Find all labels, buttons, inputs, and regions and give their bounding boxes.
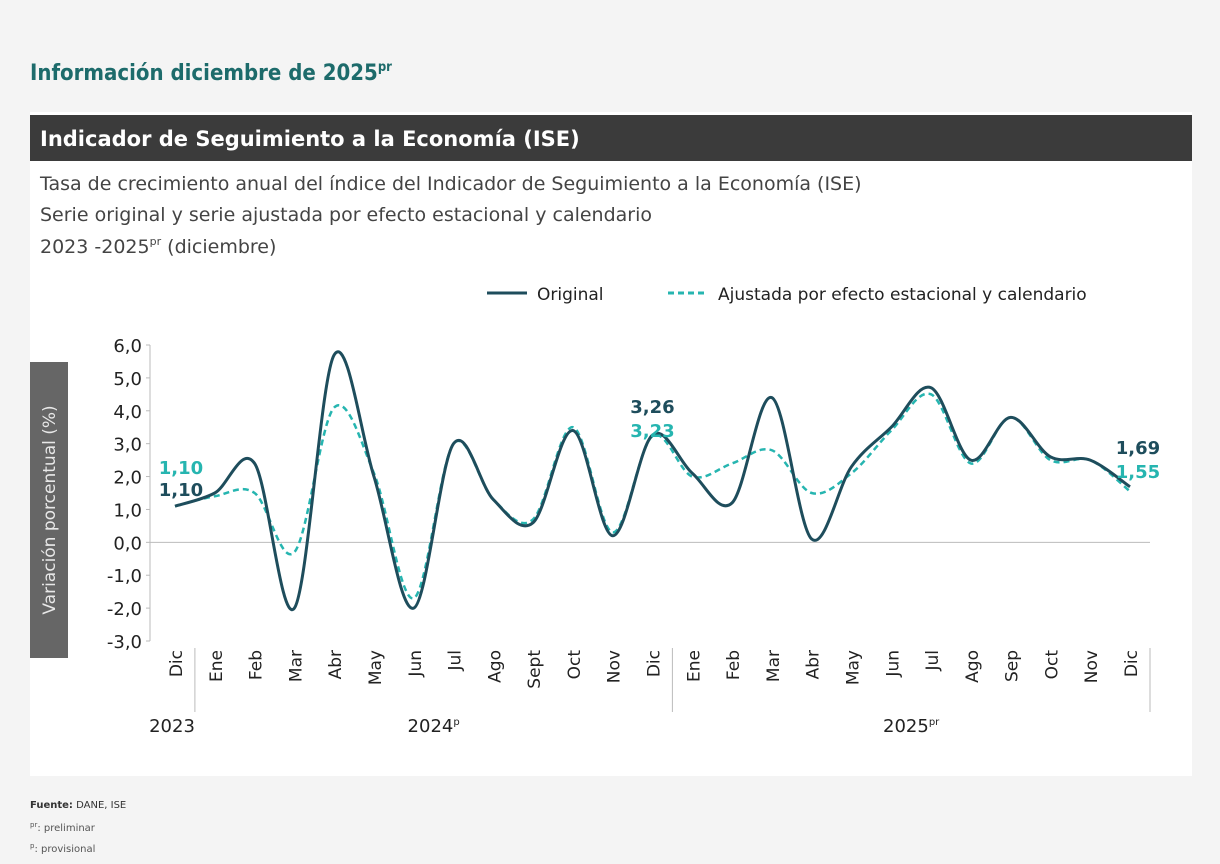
x-tick-label: Oct bbox=[1042, 650, 1062, 680]
x-tick-label: Mar bbox=[286, 650, 306, 682]
x-tick-label: Dic bbox=[645, 650, 665, 677]
year-text: 2023 bbox=[149, 716, 195, 737]
y-tick-label: -3,0 bbox=[107, 632, 142, 653]
footnote-sup: pr bbox=[30, 821, 37, 829]
x-tick-label: Ene bbox=[207, 650, 227, 682]
x-tick-label: May bbox=[843, 650, 863, 685]
x-tick-label: Abr bbox=[804, 650, 824, 679]
footnote-sup: p bbox=[30, 842, 35, 850]
page-title: Información diciembre de 2025pr bbox=[30, 60, 392, 86]
source-text: DANE, ISE bbox=[73, 800, 126, 811]
y-tick-label: 1,0 bbox=[113, 500, 142, 521]
year-label: 2024p bbox=[408, 716, 460, 737]
x-tick-label: Nov bbox=[605, 650, 625, 683]
y-tick-label: -2,0 bbox=[107, 599, 142, 620]
y-tick-label: -1,0 bbox=[107, 566, 142, 587]
x-tick-label: Ago bbox=[485, 650, 505, 683]
data-label: 1,10 bbox=[159, 480, 203, 501]
series-line bbox=[174, 350, 1131, 612]
chart-period: 2023 -2025pr (diciembre) bbox=[40, 235, 276, 258]
source-label: Fuente: bbox=[30, 800, 73, 811]
panel-bar bbox=[30, 115, 1192, 161]
source: Fuente: DANE, ISE bbox=[30, 800, 126, 811]
chart-title: Tasa de crecimiento anual del índice del… bbox=[39, 173, 862, 195]
year-text: 2024 bbox=[408, 716, 454, 737]
x-tick-label: Jun bbox=[406, 650, 426, 678]
period-sup: pr bbox=[150, 235, 162, 248]
x-tick-label: Sep bbox=[1003, 650, 1023, 682]
footnote-text: : preliminar bbox=[37, 823, 95, 834]
y-tick-label: 3,0 bbox=[113, 435, 142, 456]
data-label: 1,10 bbox=[159, 458, 203, 479]
x-tick-label: Dic bbox=[167, 650, 187, 677]
y-tick-label: 5,0 bbox=[113, 369, 142, 390]
panel-title: Indicador de Seguimiento a la Economía (… bbox=[40, 127, 580, 151]
y-axis-label-box bbox=[30, 362, 68, 658]
y-axis-label: Variación porcentual (%) bbox=[40, 405, 60, 614]
x-tick-label: Dic bbox=[1122, 650, 1142, 677]
data-label: 3,26 bbox=[630, 397, 674, 418]
card bbox=[30, 112, 1192, 776]
x-tick-label: Ago bbox=[963, 650, 983, 683]
x-tick-label: Abr bbox=[326, 650, 346, 679]
y-tick-label: 2,0 bbox=[113, 468, 142, 489]
data-label: 1,69 bbox=[1116, 438, 1160, 459]
y-tick-label: 4,0 bbox=[113, 402, 142, 423]
legend-label: Ajustada por efecto estacional y calenda… bbox=[718, 285, 1087, 305]
data-label: 1,55 bbox=[1116, 462, 1160, 483]
y-tick-label: 6,0 bbox=[113, 336, 142, 357]
data-label: 3,23 bbox=[630, 421, 674, 442]
x-tick-label: Oct bbox=[565, 650, 585, 680]
period-tail: (diciembre) bbox=[161, 236, 276, 258]
year-sup: p bbox=[453, 717, 459, 728]
chart-subtitle: Serie original y serie ajustada por efec… bbox=[40, 204, 652, 226]
footnote: p: provisional bbox=[30, 842, 95, 855]
x-tick-label: May bbox=[366, 650, 386, 685]
series-line bbox=[174, 392, 1131, 600]
year-sup: pr bbox=[929, 717, 940, 728]
x-tick-label: Mar bbox=[764, 650, 784, 682]
legend-label: Original bbox=[537, 285, 604, 305]
footnote-text: : provisional bbox=[34, 844, 95, 855]
x-tick-label: Feb bbox=[247, 650, 267, 680]
x-tick-label: Ene bbox=[684, 650, 704, 682]
x-tick-label: Feb bbox=[724, 650, 744, 680]
x-tick-label: Jun bbox=[883, 650, 903, 678]
year-label: 2025pr bbox=[883, 716, 940, 737]
x-tick-label: Jul bbox=[446, 650, 466, 672]
page-title-sup: pr bbox=[378, 60, 392, 75]
x-tick-label: Nov bbox=[1082, 650, 1102, 683]
x-tick-label: Sept bbox=[525, 650, 545, 689]
y-tick-label: 0,0 bbox=[113, 533, 142, 554]
period-text: 2023 -2025 bbox=[40, 236, 150, 258]
footnote: pr: preliminar bbox=[30, 821, 96, 834]
x-tick-label: Jul bbox=[923, 650, 943, 672]
year-text: 2025 bbox=[883, 716, 929, 737]
year-label: 2023 bbox=[149, 716, 195, 737]
page-title-text: Información diciembre de 2025 bbox=[30, 61, 378, 86]
